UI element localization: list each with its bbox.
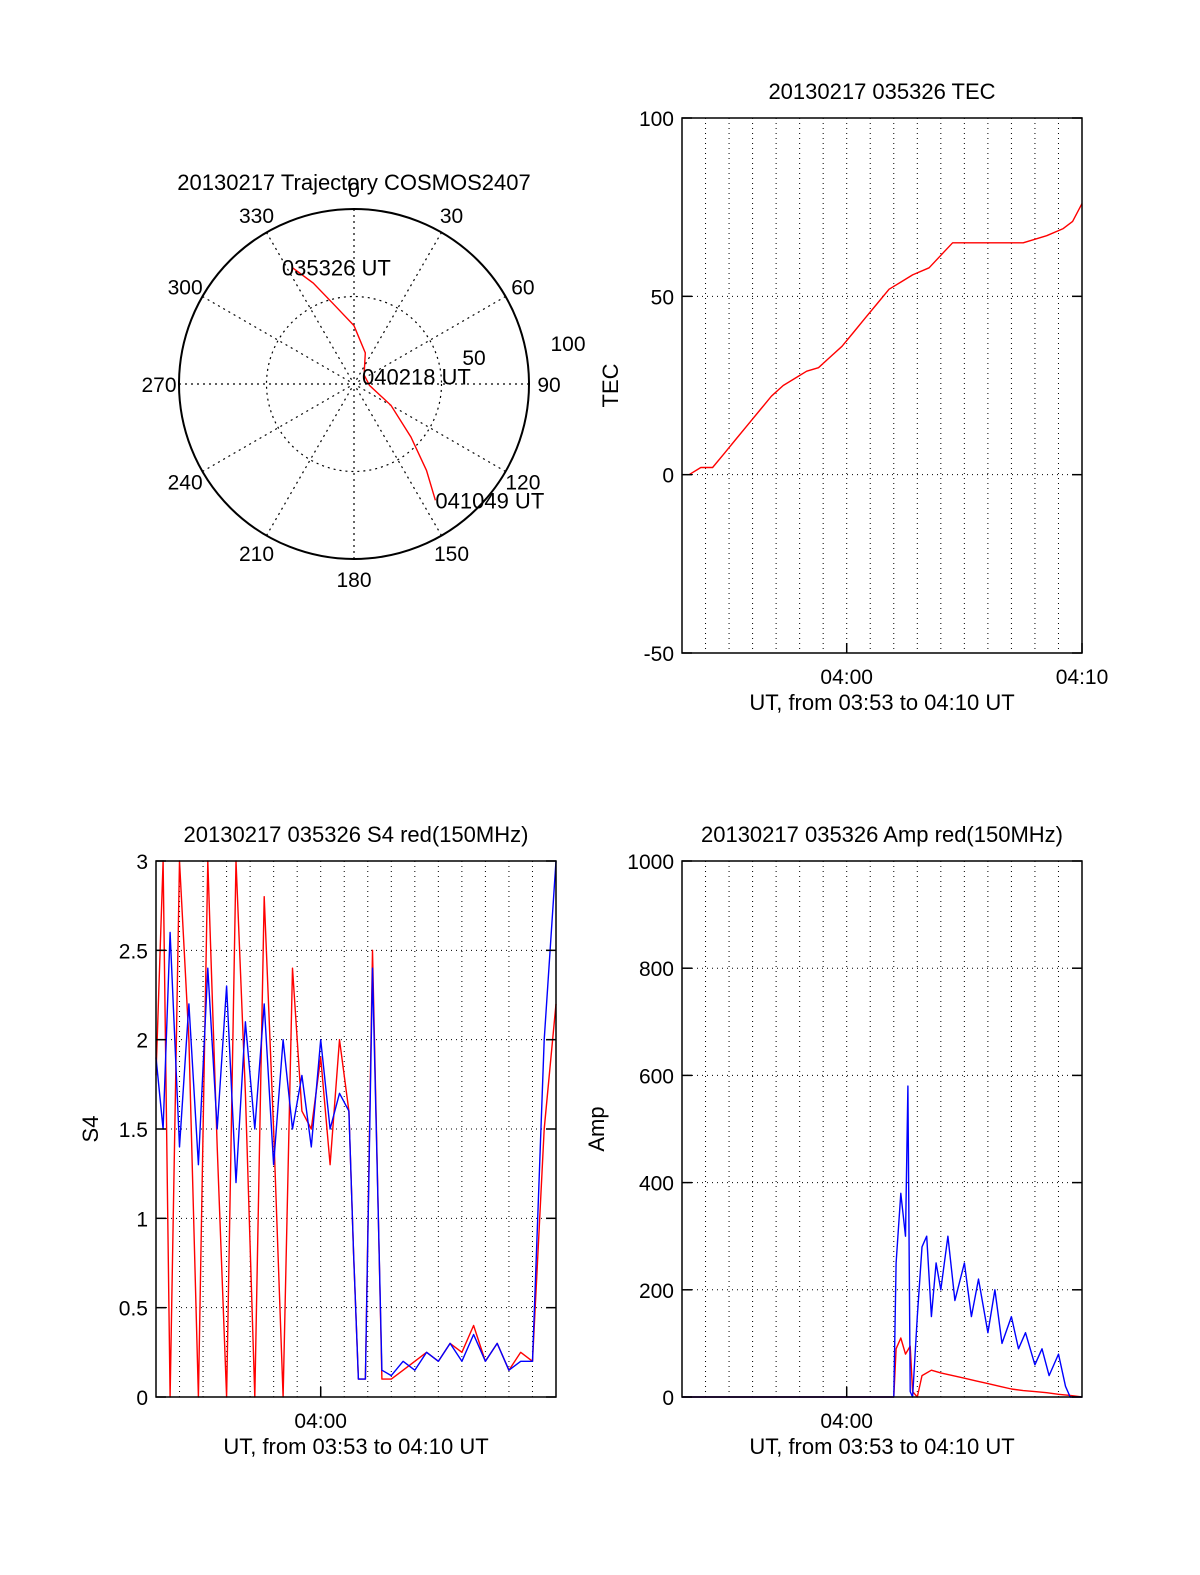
- polar-angle-label: 60: [511, 277, 534, 300]
- y-tick-label: 400: [639, 1173, 674, 1196]
- polar-angle-label: 300: [168, 277, 203, 300]
- y-tick-label: 0: [662, 465, 674, 488]
- y-tick-label: 2: [136, 1030, 148, 1053]
- y-tick-label: 200: [639, 1280, 674, 1303]
- polar-angle-label: 270: [141, 374, 176, 397]
- polar-angle-label: 120: [505, 472, 540, 495]
- x-tick-label: 04:00: [820, 1410, 873, 1433]
- polar-angle-label: 180: [336, 569, 371, 592]
- y-tick-label: 0: [136, 1387, 148, 1410]
- y-tick-label: 1.5: [119, 1119, 148, 1142]
- y-tick-label: 0: [662, 1387, 674, 1410]
- x-axis-label: UT, from 03:53 to 04:10 UT: [749, 690, 1014, 715]
- chart-title: 20130217 035326 Amp red(150MHz): [701, 822, 1063, 847]
- series-line-red: [682, 1337, 1083, 1398]
- plot-frame: [681, 117, 1083, 654]
- trajectory-time-annotation: 040218 UT: [362, 365, 471, 390]
- polar-radial-tick-label: 100: [550, 333, 585, 356]
- y-axis-label: TEC: [598, 363, 623, 407]
- chart-title: 20130217 035326 S4 red(150MHz): [184, 822, 529, 847]
- tec-panel: -50 0 50 100 04:00 04:10 20130217 035326 TEC UT…: [598, 79, 1108, 715]
- amp-panel: 0 200 400 600 800 1000 04:00 20130217 035326 Am…: [584, 822, 1083, 1459]
- y-tick-label: 2.5: [119, 940, 148, 963]
- s4-panel: 0 0.5 1 1.5 2 2.5 3 04:00 20130217 035326 S4 red…: [78, 822, 557, 1459]
- polar-spoke: [265, 232, 443, 536]
- y-axis-label: S4: [78, 1116, 103, 1143]
- y-tick-label: 0.5: [119, 1298, 148, 1321]
- polar-angle-label: 0: [348, 179, 360, 202]
- y-axis-label: Amp: [584, 1106, 609, 1151]
- y-tick-label: 50: [651, 286, 674, 309]
- y-tick-label: 800: [639, 958, 674, 981]
- polar-angle-label: 90: [537, 374, 560, 397]
- x-axis-label: UT, from 03:53 to 04:10 UT: [223, 1434, 488, 1459]
- polar-angle-label: 210: [239, 543, 274, 566]
- y-tick-label: 3: [136, 851, 148, 874]
- chart-title: 20130217 035326 TEC: [768, 79, 995, 104]
- trajectory-time-annotation: 035326 UT: [282, 255, 391, 280]
- polar-grid-circle: [265, 295, 443, 473]
- y-tick-label: -50: [644, 643, 674, 666]
- x-tick-label: 04:00: [294, 1410, 347, 1433]
- polar-radial-tick-label: 50: [462, 347, 485, 370]
- series-line-blue: [682, 1085, 1082, 1398]
- trajectory-line: [291, 266, 437, 501]
- x-tick-label: 04:10: [1056, 666, 1109, 689]
- series-line-blue: [155, 860, 557, 1380]
- polar-angle-label: 330: [239, 205, 274, 228]
- polar-angle-label: 150: [434, 543, 469, 566]
- y-tick-label: 1: [136, 1208, 148, 1231]
- chart-title: 20130217 Trajectory COSMOS2407: [177, 170, 530, 195]
- polar-angle-label: 240: [168, 472, 203, 495]
- x-tick-label: 04:00: [820, 666, 873, 689]
- y-tick-label: 100: [639, 108, 674, 131]
- trajectory-time-annotation: 041049 UT: [435, 488, 544, 513]
- series-line-red: [688, 203, 1083, 476]
- plot-frame: [681, 860, 1083, 1398]
- polar-angle-label: 30: [440, 205, 463, 228]
- y-tick-label: 600: [639, 1065, 674, 1088]
- x-axis-label: UT, from 03:53 to 04:10 UT: [749, 1434, 1014, 1459]
- y-tick-label: 1000: [627, 851, 674, 874]
